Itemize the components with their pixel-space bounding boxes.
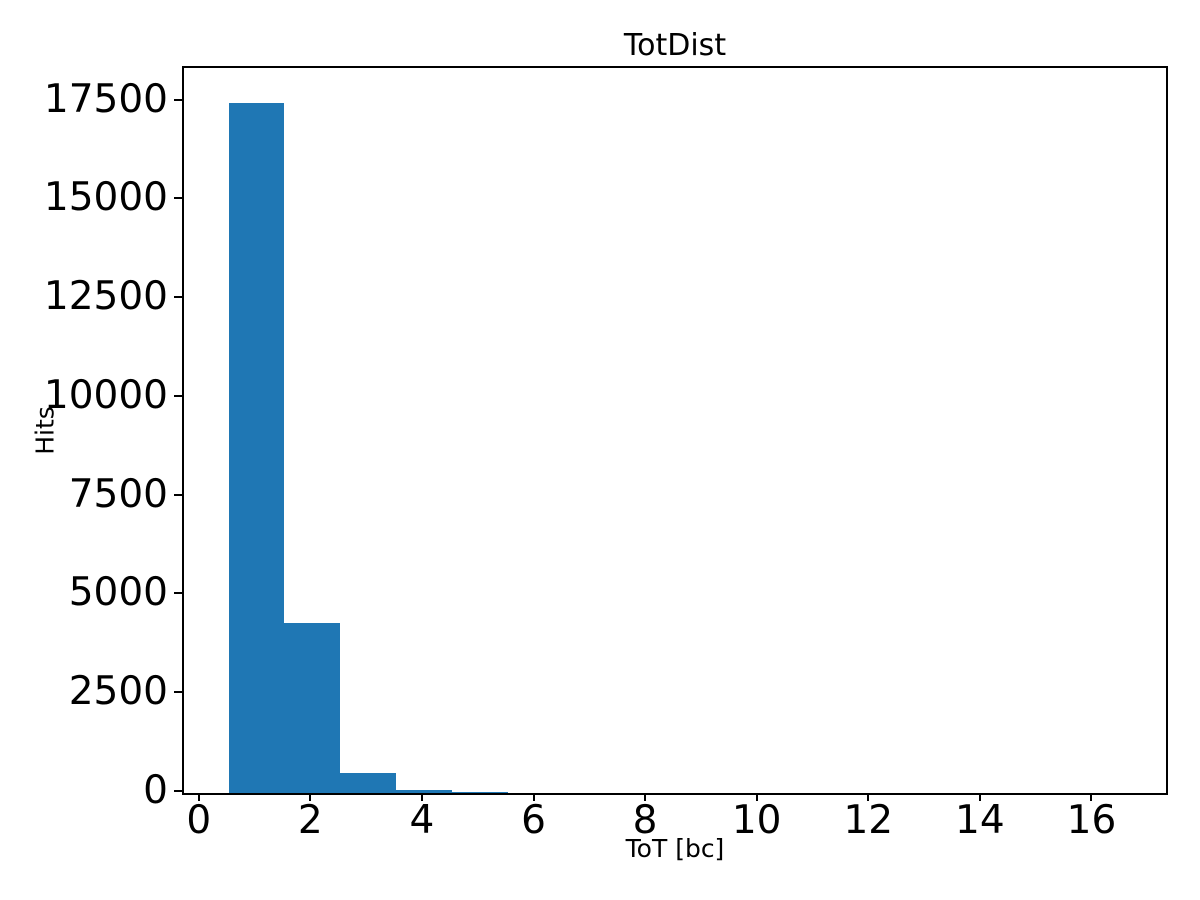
- y-tick-label: 2500: [68, 669, 168, 715]
- x-tick-mark: [755, 793, 758, 801]
- x-tick-mark: [309, 793, 312, 801]
- x-tick-label: 8: [632, 798, 658, 843]
- y-tick-label: 15000: [43, 175, 168, 221]
- y-tick-label: 17500: [43, 76, 168, 122]
- y-tick-label: 0: [143, 768, 168, 813]
- x-tick-label: 16: [1066, 798, 1117, 843]
- x-tick-mark: [644, 793, 647, 801]
- x-tick-label: 12: [843, 798, 894, 843]
- y-tick-mark: [174, 296, 182, 299]
- y-tick-mark: [174, 197, 182, 200]
- y-tick-mark: [174, 691, 182, 694]
- histogram-bar: [451, 791, 508, 793]
- x-tick-mark: [532, 793, 535, 801]
- x-tick-mark: [867, 793, 870, 801]
- y-tick-mark: [174, 790, 182, 792]
- histogram-bar: [228, 102, 285, 793]
- x-tick-label: 10: [731, 798, 782, 843]
- histogram-bar: [340, 772, 396, 793]
- x-tick-mark: [197, 793, 200, 801]
- histogram-bar: [284, 623, 341, 793]
- y-tick-mark: [174, 98, 182, 101]
- x-axis-label: ToT [bc]: [625, 834, 725, 863]
- y-tick-label: 7500: [68, 471, 168, 517]
- y-tick-label: 5000: [68, 570, 168, 616]
- x-tick-label: 2: [297, 798, 323, 843]
- y-tick-mark: [174, 394, 182, 397]
- x-tick-label: 14: [955, 798, 1005, 843]
- plot-area: [182, 66, 1168, 795]
- x-tick-label: 6: [521, 798, 546, 843]
- chart-title: TotDist: [623, 28, 727, 63]
- x-tick-mark: [420, 793, 423, 801]
- y-tick-mark: [174, 493, 182, 496]
- x-tick-mark: [1090, 793, 1093, 801]
- y-tick-label: 12500: [43, 274, 168, 320]
- x-tick-label: 4: [409, 798, 435, 843]
- y-tick-mark: [174, 592, 182, 595]
- y-tick-label: 10000: [43, 372, 168, 418]
- x-tick-mark: [978, 793, 981, 801]
- x-tick-label: 0: [186, 798, 212, 843]
- histogram-bar: [396, 789, 452, 793]
